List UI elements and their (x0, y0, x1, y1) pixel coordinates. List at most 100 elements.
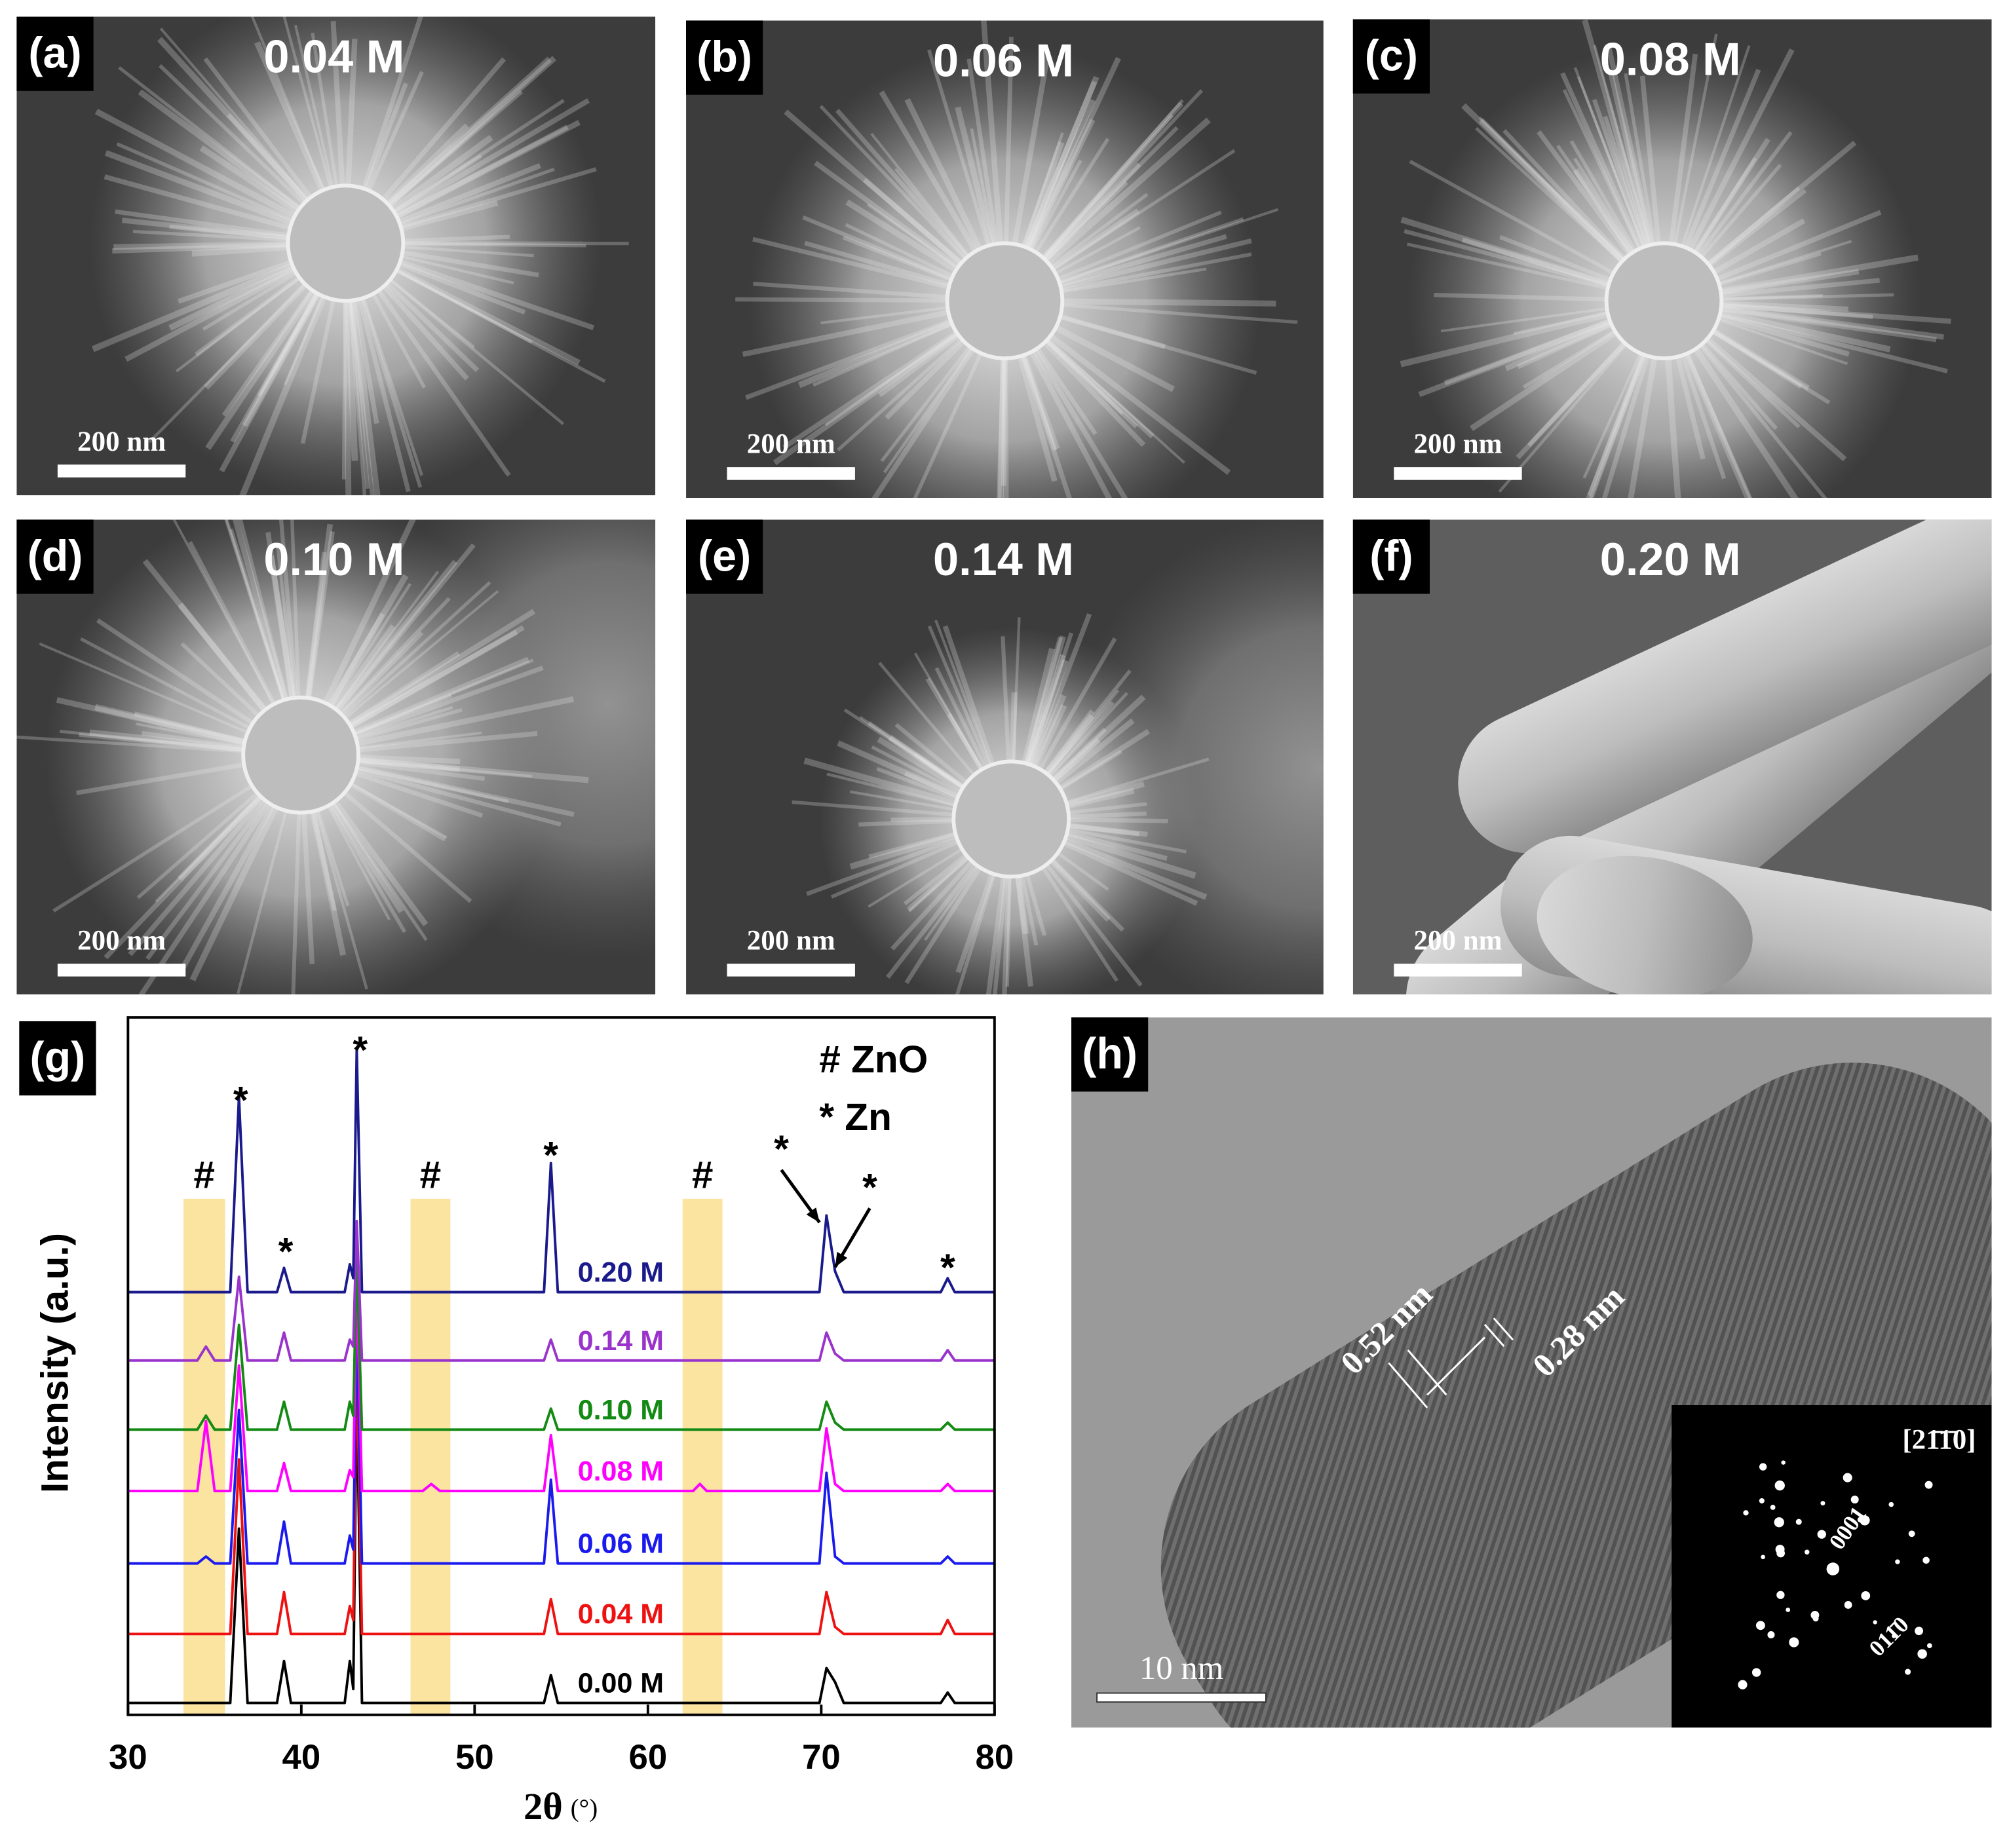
sem-content (1352, 519, 1992, 994)
peak-mark: * (940, 1247, 955, 1289)
xrd-trace (128, 1048, 995, 1294)
arrow-head (806, 1207, 820, 1223)
series-label: 0.00 M (578, 1668, 664, 1699)
panel-label-box (686, 20, 763, 95)
concentration-label: 0.10 M (263, 533, 404, 585)
diffraction-spot (1888, 1501, 1894, 1507)
diffraction-spot (1776, 1591, 1785, 1599)
diffraction-spot (1857, 1517, 1864, 1523)
xrd-trace (128, 1219, 995, 1362)
legend-entry: # ZnO (819, 1038, 928, 1081)
x-tick-label: 40 (282, 1738, 321, 1777)
scale-bar-label: 200 nm (1414, 926, 1502, 956)
sem-content (16, 16, 656, 496)
xrd-trace (128, 1353, 995, 1636)
zone-axis: [21̄1̄0] (1902, 1425, 1976, 1456)
panel-label: (f) (1369, 532, 1413, 580)
peak-mark: * (353, 1029, 368, 1072)
concentration-label: 0.08 M (1600, 33, 1741, 85)
diffraction-spot (1805, 1549, 1810, 1555)
series-label: 0.08 M (578, 1456, 664, 1487)
nanotube (1537, 856, 1753, 994)
flower-core (951, 759, 1071, 879)
x-tick-label: 50 (455, 1738, 494, 1777)
arrow-head (835, 1252, 848, 1268)
flower-core (945, 241, 1065, 361)
diffraction-spot (1861, 1591, 1871, 1600)
peak-mark: * (862, 1167, 877, 1209)
panel-label: (b) (697, 33, 752, 81)
peak-mark: * (774, 1128, 789, 1171)
panel-label: (e) (698, 532, 751, 580)
diffraction-spot (1781, 1460, 1786, 1465)
scale-bar (1394, 467, 1522, 480)
flower-core (1604, 241, 1724, 361)
panel-label-box (1352, 19, 1430, 94)
highlight-band (682, 1198, 723, 1715)
diffraction-spot (1774, 1517, 1784, 1528)
panel-label-box (19, 1021, 96, 1096)
diffraction-spot (1844, 1601, 1852, 1609)
panel-label: (c) (1365, 32, 1418, 81)
x-tick-label: 70 (802, 1738, 841, 1777)
peak-mark: * (278, 1231, 294, 1273)
diffraction-spot (1776, 1549, 1785, 1558)
sem-image: (e) 0.14 M 200 nm (686, 519, 1324, 994)
scale-bar-label: 200 nm (747, 429, 835, 460)
diffraction-spot (1789, 1637, 1799, 1648)
band-label: # (420, 1154, 442, 1196)
diffraction-spot (1892, 1634, 1896, 1638)
series-label: 0.04 M (578, 1598, 664, 1630)
sem-content (686, 20, 1324, 499)
scale-bar-label: 10 nm (1139, 1650, 1223, 1686)
diffraction-spot (1810, 1610, 1820, 1619)
diffraction-spot (1905, 1669, 1911, 1675)
diffraction-spot (1751, 1668, 1761, 1677)
legend-entry: * Zn (819, 1096, 892, 1139)
panel-label-box (16, 519, 94, 594)
diffraction-spot (1915, 1627, 1924, 1636)
scale-bar (727, 467, 855, 480)
scale-bar (1394, 964, 1522, 977)
flower-core (241, 695, 360, 815)
panel-label-box (1352, 519, 1430, 594)
x-tick-label: 80 (975, 1738, 1014, 1777)
diffraction-spot (1820, 1501, 1825, 1506)
peak-mark: * (543, 1135, 558, 1177)
diffraction-spot (1743, 1510, 1749, 1516)
xrd-trace (128, 1318, 995, 1565)
sem-content (686, 519, 1324, 994)
sem-content (16, 519, 656, 994)
band-label: # (692, 1154, 714, 1196)
panel-label: (h) (1082, 1030, 1137, 1078)
scale-bar-label: 200 nm (77, 926, 166, 956)
scale-bar-label: 200 nm (77, 426, 166, 457)
diffraction-spot (1767, 1631, 1775, 1639)
diffraction-spot (1908, 1530, 1915, 1537)
sem-content (1352, 19, 1992, 499)
peak-mark: * (233, 1080, 248, 1122)
panel-label-box (686, 519, 763, 594)
sem-image: (b) 0.06 M 200 nm (686, 20, 1324, 499)
scale-bar-label: 200 nm (747, 926, 835, 956)
nanotube (1458, 519, 1992, 854)
diffraction-spot (1761, 1555, 1765, 1560)
scale-bar (727, 964, 855, 977)
diffraction-spot (1843, 1473, 1852, 1482)
diffraction-spot (1917, 1649, 1927, 1659)
plot-frame (126, 1016, 996, 1716)
panel-label-box (16, 16, 94, 91)
scale-bar (57, 464, 186, 478)
concentration-label: 0.04 M (263, 31, 404, 83)
band-label: # (193, 1154, 215, 1196)
diffraction-spot (1759, 1463, 1767, 1471)
diffraction-spot (1873, 1620, 1877, 1625)
xrd-trace (128, 1254, 995, 1431)
x-tick-label: 30 (109, 1738, 147, 1777)
series-label: 0.14 M (578, 1325, 664, 1357)
tem-content (1071, 1017, 1992, 1728)
concentration-label: 0.20 M (1600, 533, 1741, 585)
highlight-band (410, 1198, 451, 1715)
